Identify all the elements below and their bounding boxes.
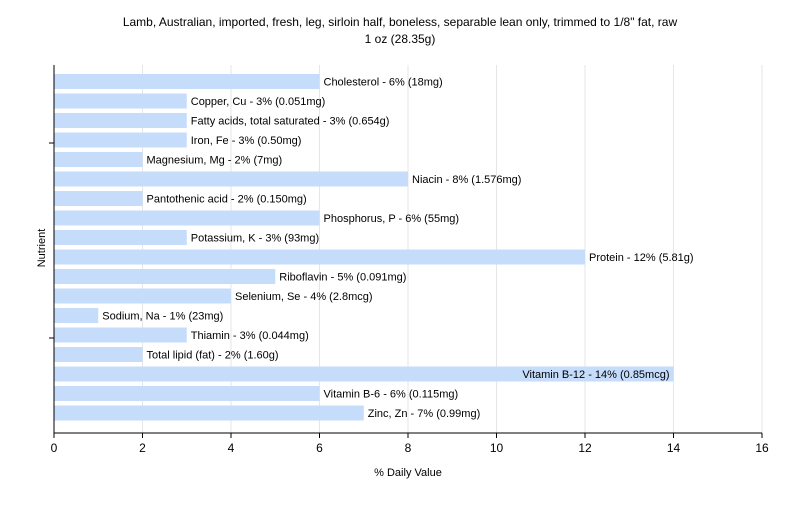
x-tick-label: 16 [755,441,769,455]
bar [54,405,364,421]
x-axis-title: % Daily Value [374,467,442,479]
bar-label: Potassium, K - 3% (93mg) [191,233,319,245]
bar-label: Protein - 12% (5.81g) [589,252,694,264]
bar-label: Pantothenic acid - 2% (0.150mg) [147,194,307,206]
bar-label: Riboflavin - 5% (0.091mg) [279,272,406,284]
bar-label: Copper, Cu - 3% (0.051mg) [191,96,326,108]
bar [54,288,231,304]
x-tick-label: 4 [228,441,235,455]
bar-label: Thiamin - 3% (0.044mg) [191,330,309,342]
x-tick-label: 2 [139,441,146,455]
bar-label: Fatty acids, total saturated - 3% (0.654… [191,116,390,128]
bar [54,93,187,109]
bar [54,113,187,128]
bar-label: Magnesium, Mg - 2% (7mg) [147,155,283,167]
bar-label: Vitamin B-6 - 6% (0.115mg) [324,389,459,401]
bar-label: Cholesterol - 6% (18mg) [324,77,443,89]
bar [54,269,276,284]
y-axis-title: Nutrient [36,229,48,268]
bar-label: Iron, Fe - 3% (0.50mg) [191,135,302,147]
bar [54,152,143,167]
bar-label: Sodium, Na - 1% (23mg) [102,311,223,323]
bar [54,386,320,401]
bar [54,308,99,323]
bar-label: Total lipid (fat) - 2% (1.60g) [147,350,279,362]
x-tick-label: 8 [405,441,412,455]
bar [54,171,408,187]
bar-label: Selenium, Se - 4% (2.8mcg) [235,291,373,303]
x-tick-label: 6 [316,441,323,455]
bar [54,210,320,226]
bar [54,132,187,148]
bar-label: Zinc, Zn - 7% (0.99mg) [368,408,480,420]
bar-label: Phosphorus, P - 6% (55mg) [324,213,460,225]
chart-title: Lamb, Australian, imported, fresh, leg, … [123,15,678,29]
bar-label: Niacin - 8% (1.576mg) [412,174,521,186]
axes: 0 2 4 6 8 10 12 14 16 [49,65,769,455]
bar [54,191,143,206]
x-tick-label: 10 [490,441,504,455]
x-tick-label: 12 [578,441,592,455]
bar [54,327,187,343]
bar [54,366,674,382]
grid-lines [142,65,763,433]
bar [54,249,585,265]
bar-label: Vitamin B-12 - 14% (0.85mcg) [522,369,669,381]
bars: Cholesterol - 6% (18mg) Copper, Cu - 3% (… [54,74,694,421]
bar [54,347,143,362]
x-tick-label: 14 [667,441,681,455]
chart-subtitle: 1 oz (28.35g) [365,32,436,46]
x-tick-label: 0 [51,441,58,455]
bar [54,230,187,245]
bar [54,74,320,89]
